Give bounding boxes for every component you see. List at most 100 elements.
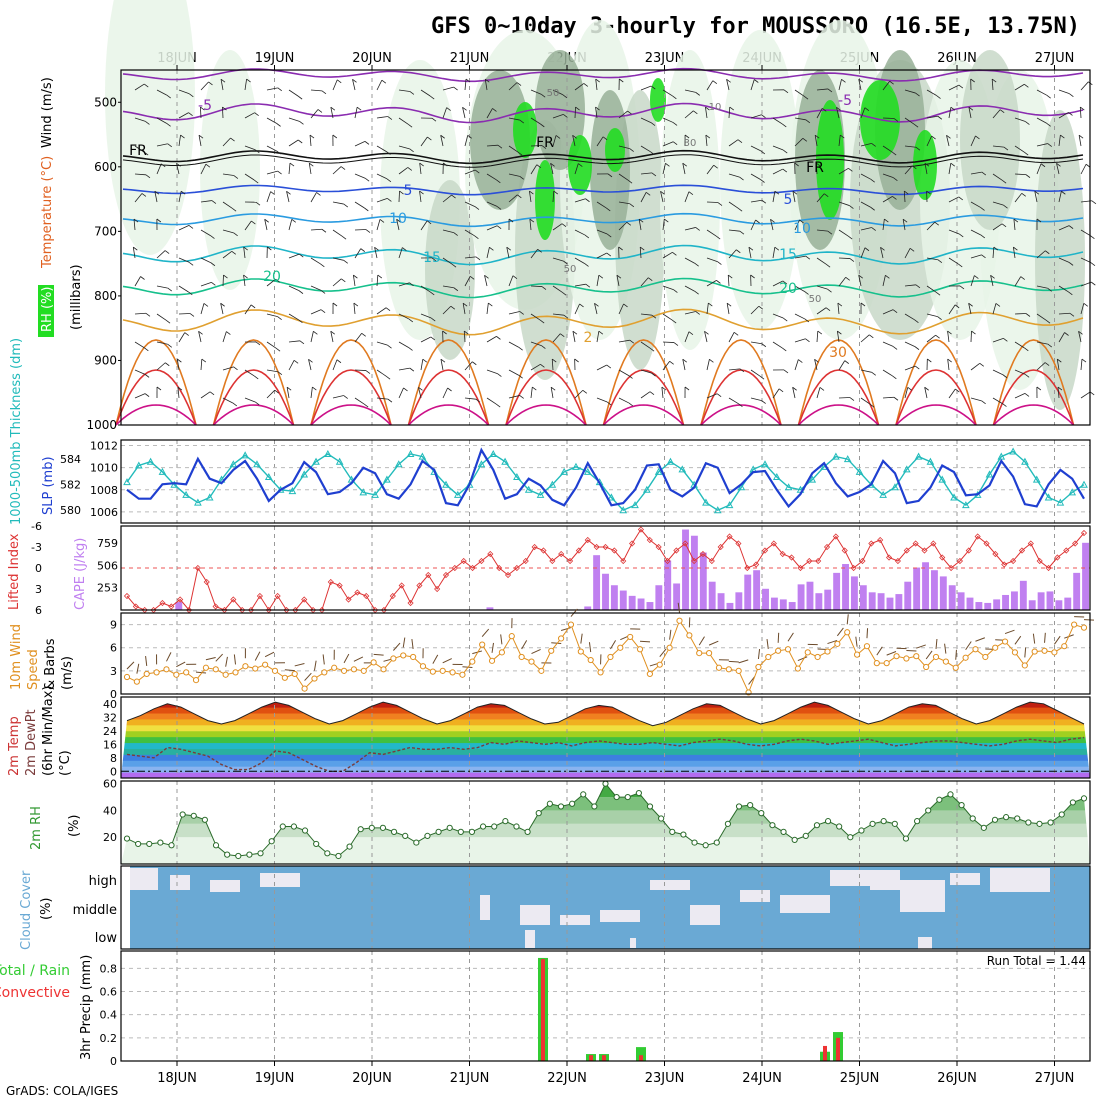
wind-barb-flag (823, 193, 829, 198)
wind-barb (618, 110, 628, 119)
wind-barb-flag (385, 375, 391, 380)
rh2m-point (1080, 795, 1088, 802)
wind-barb-flag (814, 134, 820, 139)
wind-barb (816, 88, 828, 91)
wind-barb-flag (519, 176, 524, 180)
wind-barb-flag (512, 275, 518, 280)
wind-speed-point (873, 660, 880, 667)
wind-barb (332, 257, 344, 261)
rh2m-point (457, 828, 464, 835)
cape-tick-label: 253 (97, 582, 118, 595)
wind-barb-flag (474, 235, 479, 240)
wind-barb-flag (970, 78, 975, 83)
wind-barb-flag (144, 374, 150, 378)
wind-barb-flag (958, 196, 964, 201)
wind-barb (133, 219, 136, 231)
wind-barb-flag (798, 359, 803, 363)
wind-barb-flag (408, 347, 413, 351)
thickness-point (1044, 493, 1053, 501)
wind-barb-flag (233, 232, 238, 237)
lifted-index-point (354, 589, 361, 596)
cape-bar (735, 592, 743, 610)
wind-barb-flag (255, 341, 261, 346)
rh2m-point (691, 839, 698, 846)
wind-barb-flag (575, 106, 580, 111)
isotherm-30 (407, 339, 490, 426)
wind-barb-flag (277, 371, 283, 376)
isotherm-35 (310, 369, 392, 426)
wind-barb (222, 137, 231, 147)
wind-barb-flag (409, 367, 415, 372)
slp-tick-label: 1006 (90, 506, 118, 519)
wind-barb-flag (733, 331, 739, 336)
wind-barb (462, 303, 466, 315)
wind-barb-flag (1083, 303, 1089, 307)
wind-barb-flag (864, 107, 870, 112)
wind-barb-flag (837, 330, 842, 335)
wind-barb (618, 145, 630, 149)
wind-barb (640, 391, 651, 399)
rh2m-unit-label: (%) (67, 815, 82, 838)
wind-barb (530, 387, 533, 399)
thickness-point (1056, 498, 1065, 506)
lifted-index-point (939, 554, 946, 561)
thickness-point (761, 460, 769, 468)
wind-barb-flag (553, 190, 559, 195)
wind-barb-flag (550, 162, 555, 167)
wind-barb (200, 106, 202, 119)
contour-label: -5 (198, 98, 212, 114)
wind-barb-flag (1036, 218, 1042, 223)
wind-barb (706, 229, 717, 237)
cloud-gap (990, 868, 1050, 892)
wind-speed-point (1031, 648, 1038, 655)
wind-barb-flag (760, 179, 765, 183)
wind-barb-flag (474, 206, 480, 210)
wind-barb-flag (958, 263, 963, 268)
wind-barb-flag (836, 106, 841, 111)
wind-barb (816, 331, 819, 343)
wind-barb (530, 285, 543, 287)
wind-barb-flag (950, 106, 956, 111)
wind-barb (926, 135, 932, 147)
rh2m-point (168, 842, 175, 849)
wind-speed-point (666, 644, 673, 651)
contour-label: 10 (709, 102, 722, 113)
isotherm-35 (992, 369, 1075, 426)
wind-speed-point (676, 617, 683, 624)
wind-barb-flag (682, 162, 687, 167)
wind-speed-point (893, 653, 900, 660)
wind-barb-flag (889, 80, 894, 85)
wind-barb-flag (519, 119, 525, 124)
lifted-index-point (965, 547, 972, 554)
wind-barb (684, 285, 695, 292)
wind-barb-flag (955, 388, 960, 393)
rh2m-point (680, 831, 687, 838)
wind-barb (882, 309, 894, 315)
surface-wind-barb (935, 638, 938, 650)
lifted-index-point (451, 564, 458, 572)
wind-barb-flag (959, 233, 964, 238)
wind-barb-flag (165, 319, 171, 324)
cape-bar (610, 585, 618, 610)
wind-barb-flag (695, 227, 700, 231)
cape-bar (806, 581, 814, 610)
wind-barb-flag (825, 263, 831, 268)
wind-barb-flag (144, 347, 149, 352)
wind-barb-flag (462, 106, 467, 111)
wind-barb-flag (1001, 223, 1007, 228)
wind-barb (837, 303, 840, 315)
wind-barb (1078, 331, 1082, 343)
wind-barb (794, 138, 804, 147)
wind-barb (354, 369, 367, 371)
rh-legend-swatch (38, 285, 54, 337)
wind-barb (970, 275, 975, 287)
wind-barb (440, 135, 444, 147)
wind-speed-point (1080, 624, 1088, 631)
wind-barb (288, 89, 299, 97)
wind-speed-point (646, 670, 653, 678)
wind-barb (882, 196, 893, 203)
wind-barb-flag (880, 246, 885, 251)
lifted-index-point (664, 557, 671, 565)
wind-barb (1014, 83, 1025, 91)
wind-barb (970, 363, 981, 371)
